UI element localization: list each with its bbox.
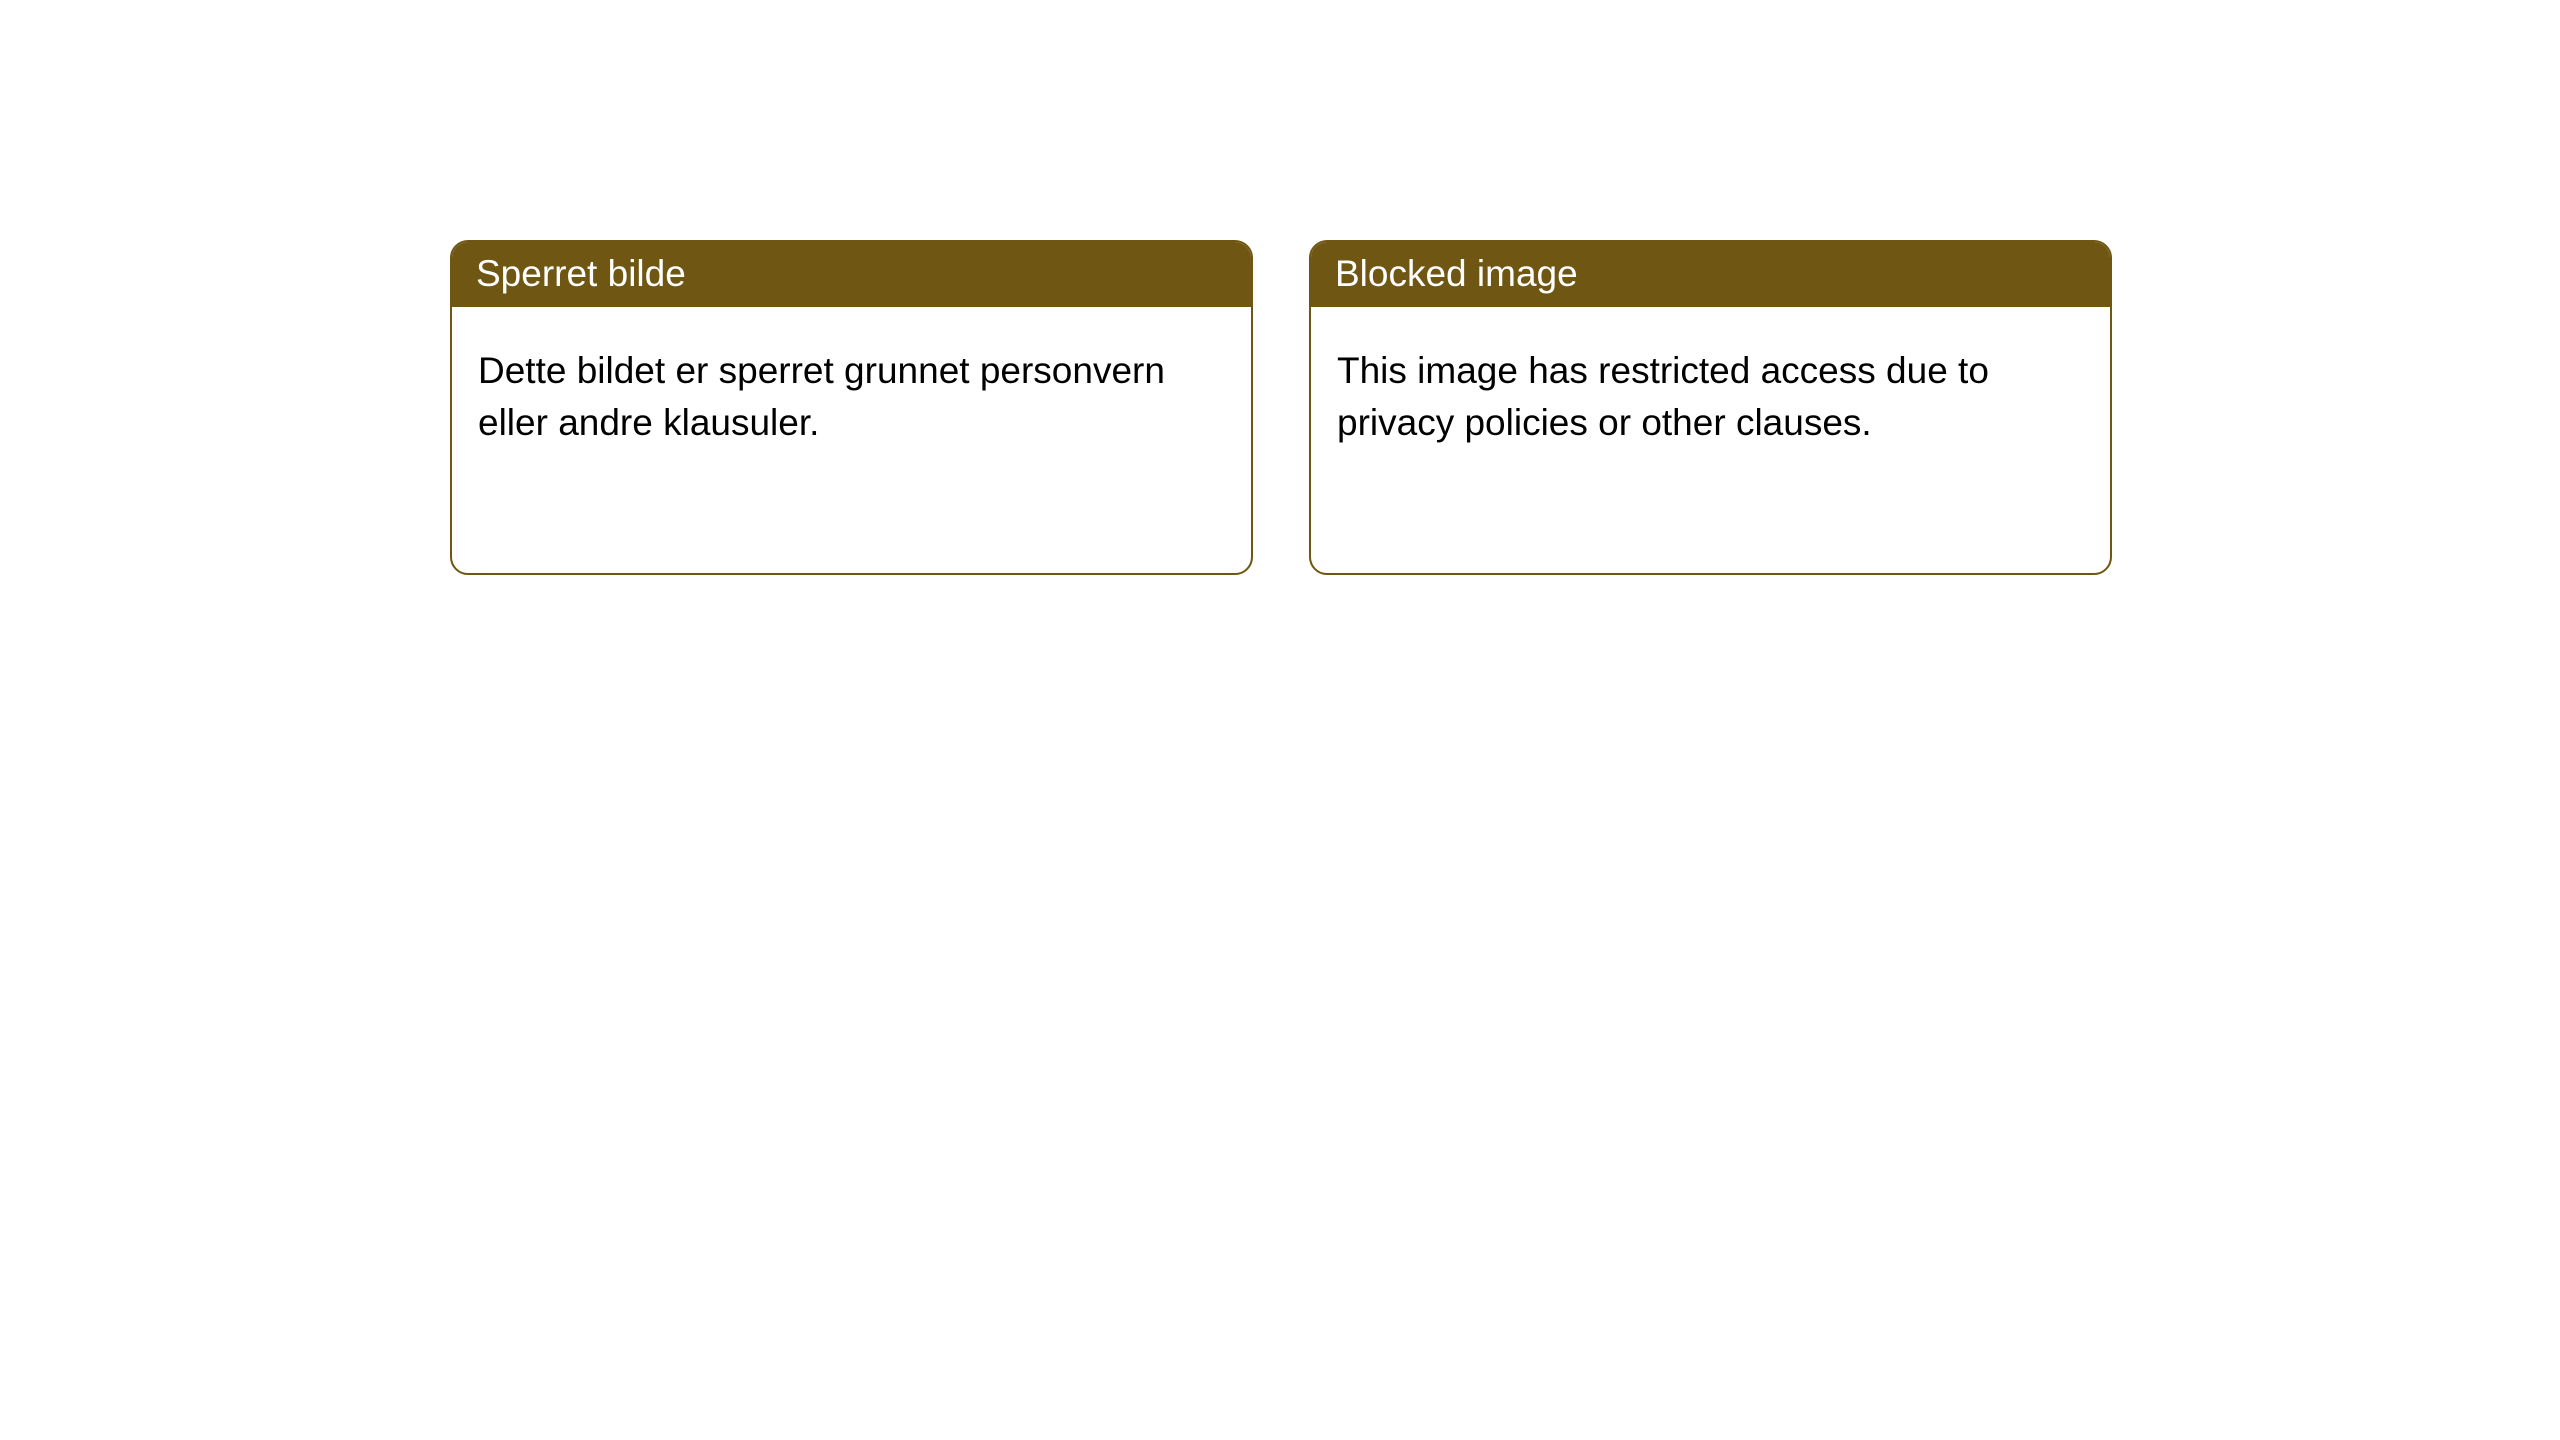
notice-header: Blocked image xyxy=(1311,242,2110,307)
notice-card-norwegian: Sperret bilde Dette bildet er sperret gr… xyxy=(450,240,1253,575)
notice-header: Sperret bilde xyxy=(452,242,1251,307)
notice-body: This image has restricted access due to … xyxy=(1311,307,2110,487)
notice-container: Sperret bilde Dette bildet er sperret gr… xyxy=(0,0,2560,575)
notice-body: Dette bildet er sperret grunnet personve… xyxy=(452,307,1251,487)
notice-card-english: Blocked image This image has restricted … xyxy=(1309,240,2112,575)
